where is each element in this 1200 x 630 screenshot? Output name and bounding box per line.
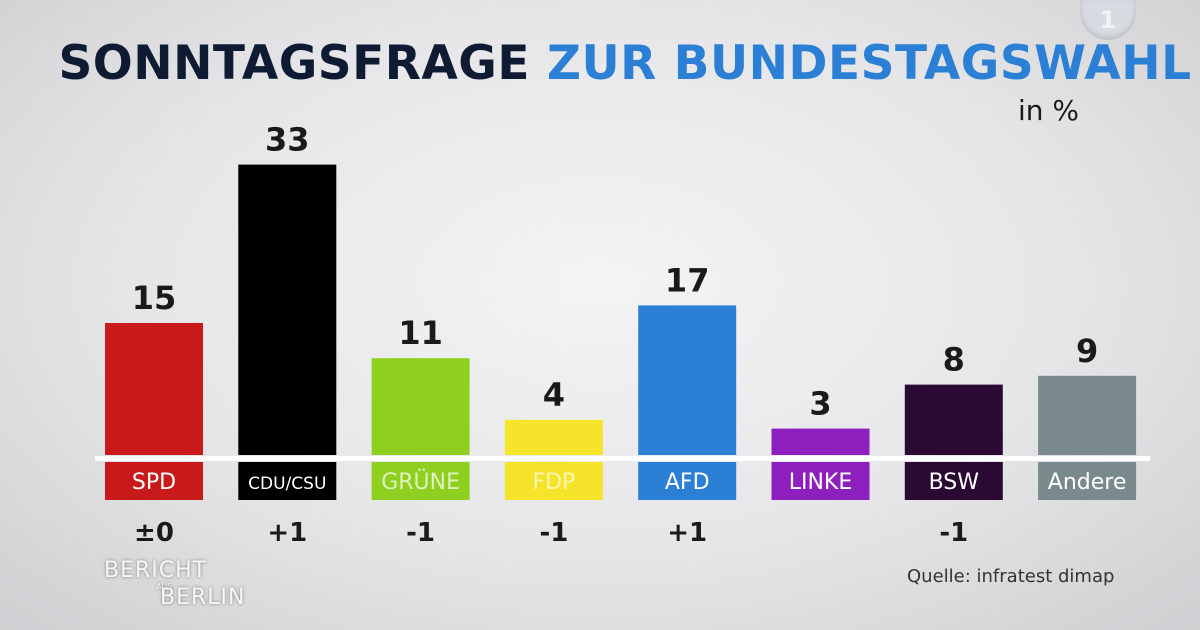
category-box-linke [771, 462, 870, 500]
category-label-afd: AFD [665, 470, 710, 495]
show-name-line2: AUS [156, 582, 173, 591]
category-box-cdu-csu [238, 462, 337, 500]
bar-cdu-csu [238, 164, 337, 455]
value-label-spd: 15 [132, 279, 177, 317]
category-label-andere: Andere [1048, 470, 1127, 495]
category-box-bsw [904, 462, 1003, 500]
bar-grüne [371, 358, 470, 455]
bar-afd [638, 305, 737, 455]
show-name-line3: BERLIN [160, 585, 246, 610]
category-label-bsw: BSW [929, 470, 980, 495]
value-label-afd: 17 [665, 261, 710, 299]
change-label-cdu-csu: +1 [267, 518, 307, 548]
title-part-1: SONNTAGSFRAGE [58, 36, 530, 91]
category-label-cdu-csu: CDU/CSU [248, 474, 326, 494]
category-box-spd [105, 462, 203, 500]
category-label-linke: LINKE [789, 470, 853, 495]
chart-title: SONNTAGSFRAGE ZUR BUNDESTAGSWAHL [0, 36, 1200, 91]
category-box-grüne [371, 462, 470, 500]
baseline-divider [95, 456, 1150, 461]
category-label-grüne: GRÜNE [381, 469, 460, 495]
bar-fdp [504, 419, 603, 455]
bar-andere [1038, 375, 1137, 455]
value-label-fdp: 4 [543, 376, 565, 414]
value-label-bsw: 8 [943, 341, 965, 379]
change-label-spd: ±0 [134, 518, 174, 548]
value-label-cdu-csu: 33 [265, 121, 310, 159]
change-label-bsw: -1 [939, 518, 968, 548]
source-note: Quelle: infratest dimap [907, 566, 1115, 587]
value-label-linke: 3 [809, 385, 831, 423]
value-label-grüne: 11 [398, 314, 443, 352]
category-label-fdp: FDP [532, 470, 575, 495]
unit-label: in % [1018, 94, 1080, 127]
category-box-fdp [504, 462, 603, 500]
change-label-grüne: -1 [406, 518, 435, 548]
title-part-2: ZUR BUNDESTAGSWAHL [546, 36, 1192, 91]
bar-bsw [904, 384, 1003, 455]
show-name-line1: BERICHT [104, 558, 208, 583]
category-box-andere [1038, 462, 1137, 500]
show-logo: BERICHT AUS BERLIN [104, 560, 245, 609]
category-label-spd: SPD [132, 470, 176, 495]
bar-spd [105, 323, 203, 455]
change-label-afd: +1 [667, 518, 707, 548]
logo-text: 1 [1099, 6, 1117, 34]
category-box-afd [638, 462, 737, 500]
value-label-andere: 9 [1076, 332, 1098, 370]
bar-linke [771, 428, 870, 455]
change-label-fdp: -1 [539, 518, 568, 548]
